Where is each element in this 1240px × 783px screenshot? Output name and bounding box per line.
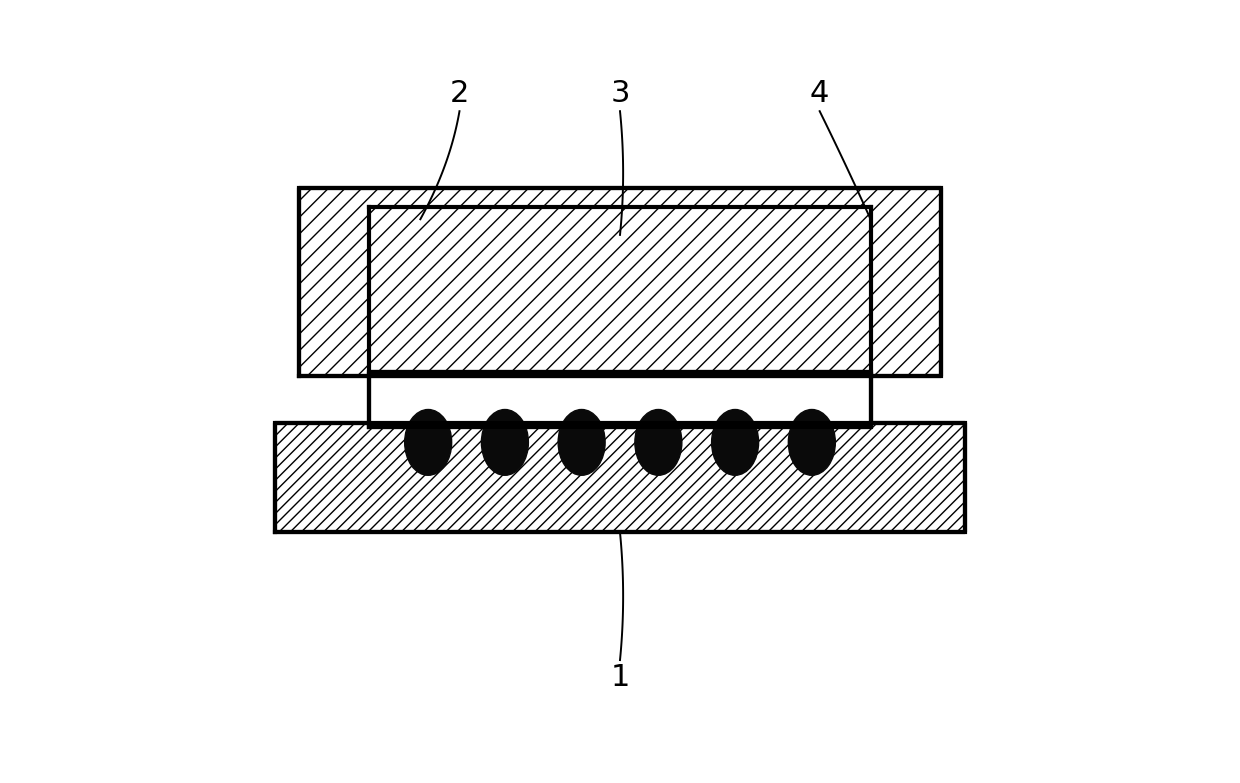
Text: 1: 1: [610, 662, 630, 692]
Text: 2: 2: [450, 79, 469, 109]
Text: 4: 4: [810, 79, 830, 109]
Bar: [370, 207, 870, 376]
Bar: [370, 372, 870, 427]
Ellipse shape: [558, 410, 605, 475]
Ellipse shape: [635, 410, 682, 475]
Bar: [370, 207, 870, 372]
Text: 3: 3: [610, 79, 630, 109]
Ellipse shape: [404, 410, 451, 475]
Bar: [275, 423, 965, 532]
Ellipse shape: [789, 410, 836, 475]
Ellipse shape: [481, 410, 528, 475]
Ellipse shape: [712, 410, 759, 475]
Bar: [299, 188, 941, 376]
